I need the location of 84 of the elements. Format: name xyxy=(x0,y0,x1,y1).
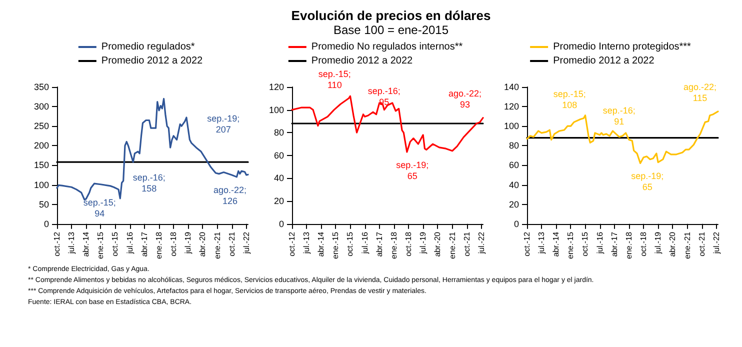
y-tick-label: 60 xyxy=(508,160,519,170)
y-tick-label: 200 xyxy=(34,140,49,151)
x-tick-label: ene.-21 xyxy=(448,231,457,260)
chart-subtitle: Base 100 = ene-2015 xyxy=(332,23,450,37)
legend-label: Promedio 2012 a 2022 xyxy=(553,56,655,66)
annotation: sep.-16; 158 xyxy=(132,172,166,194)
y-tick-label: 100 xyxy=(34,180,49,190)
x-tick-label: jul.-22 xyxy=(476,231,486,255)
x-tick-label: jul.-16 xyxy=(360,231,370,255)
x-tick-label: ene.-15 xyxy=(96,231,106,260)
x-tick-label: jul.-19 xyxy=(418,231,428,255)
x-tick-label: oct.-21 xyxy=(227,231,236,256)
y-tick-label: 60 xyxy=(274,150,284,160)
y-tick-label: 120 xyxy=(504,102,519,112)
y-tick-label: 40 xyxy=(508,180,519,190)
annotation: ago.-22; 93 xyxy=(448,88,482,110)
y-tick-label: 0 xyxy=(514,218,519,229)
annotation: sep.-15; 94 xyxy=(83,198,116,219)
annotation: sep.-19; 207 xyxy=(207,113,240,134)
legend-label: Promedio Interno protegidos*** xyxy=(553,42,692,52)
y-tick-label: 50 xyxy=(38,199,49,210)
x-tick-label: abr.-20 xyxy=(198,231,208,257)
x-tick-label: jul.-16 xyxy=(125,231,134,255)
x-tick-label: oct.-15 xyxy=(346,231,355,256)
legend-label: Promedio regulados* xyxy=(101,42,195,52)
x-tick-label: abr.-14 xyxy=(552,231,561,257)
annotation: sep.-15; 108 xyxy=(553,88,586,110)
x-tick-label: abr.-20 xyxy=(433,231,442,257)
y-tick-label: 80 xyxy=(508,140,519,151)
y-tick-label: 20 xyxy=(274,196,284,206)
y-tick-label: 140 xyxy=(504,82,519,92)
x-tick-label: jul.-22 xyxy=(242,231,251,255)
x-tick-label: ene.-21 xyxy=(682,231,692,260)
x-tick-label: jul.-13 xyxy=(67,231,76,255)
y-tick-label: 120 xyxy=(268,82,284,92)
annotation: sep.-19; 65 xyxy=(631,170,664,192)
y-tick-label: 350 xyxy=(34,82,49,92)
y-tick-label: 40 xyxy=(274,173,284,184)
legend-label: Promedio No regulados internos** xyxy=(311,42,463,52)
x-tick-label: abr.-17 xyxy=(610,231,619,257)
annotation: ago.-22; 126 xyxy=(213,185,247,206)
x-tick-label: ene.-15 xyxy=(566,231,576,260)
y-tick-label: 100 xyxy=(504,121,519,132)
x-tick-label: ene.-18 xyxy=(154,231,164,260)
x-tick-label: oct.-12 xyxy=(522,231,532,256)
x-tick-label: abr.-14 xyxy=(82,231,91,257)
x-tick-label: ene.-15 xyxy=(331,231,340,260)
x-tick-label: abr.-20 xyxy=(668,231,678,257)
x-tick-label: ene.-18 xyxy=(624,231,634,260)
x-tick-label: oct.-18 xyxy=(404,231,414,256)
x-tick-label: oct.-15 xyxy=(580,231,590,256)
x-tick-label: oct.-18 xyxy=(639,231,648,256)
annotation: ago.-22; 115 xyxy=(683,82,717,103)
x-tick-label: jul.-19 xyxy=(184,231,193,255)
y-tick-label: 100 xyxy=(268,104,284,115)
y-tick-label: 250 xyxy=(34,121,49,132)
y-tick-label: 80 xyxy=(274,128,284,138)
x-tick-label: jul.-16 xyxy=(595,231,604,255)
x-tick-label: abr.-17 xyxy=(140,231,149,257)
x-tick-label: abr.-17 xyxy=(374,231,384,257)
legend-label: Promedio 2012 a 2022 xyxy=(101,56,204,66)
chart-title: Evolución de precios en dólares xyxy=(290,8,492,23)
x-tick-label: oct.-18 xyxy=(169,231,178,256)
x-tick-label: oct.-12 xyxy=(288,231,296,256)
y-tick-label: 20 xyxy=(508,199,519,210)
x-tick-label: jul.-22 xyxy=(712,231,721,255)
x-tick-label: ene.-21 xyxy=(212,231,222,260)
x-tick-label: jul.-13 xyxy=(537,231,546,255)
x-tick-label: oct.-21 xyxy=(462,231,472,256)
x-tick-label: oct.-21 xyxy=(697,231,706,256)
x-tick-label: oct.-12 xyxy=(52,231,62,256)
y-tick-label: 300 xyxy=(34,102,49,112)
x-tick-label: jul.-13 xyxy=(302,231,312,255)
legend-label: Promedio 2012 a 2022 xyxy=(311,56,414,66)
y-tick-label: 0 xyxy=(278,218,284,229)
x-tick-label: jul.-19 xyxy=(654,231,663,255)
x-tick-label: ene.-18 xyxy=(390,231,399,260)
y-tick-label: 150 xyxy=(34,160,49,170)
annotation: sep.-16; 91 xyxy=(602,105,636,126)
x-tick-label: oct.-15 xyxy=(110,231,120,256)
annotation: sep.-15; 110 xyxy=(318,68,351,90)
annotation: sep.-19; 65 xyxy=(396,160,429,182)
x-tick-label: abr.-14 xyxy=(316,231,326,257)
y-tick-label: 0 xyxy=(44,218,49,229)
